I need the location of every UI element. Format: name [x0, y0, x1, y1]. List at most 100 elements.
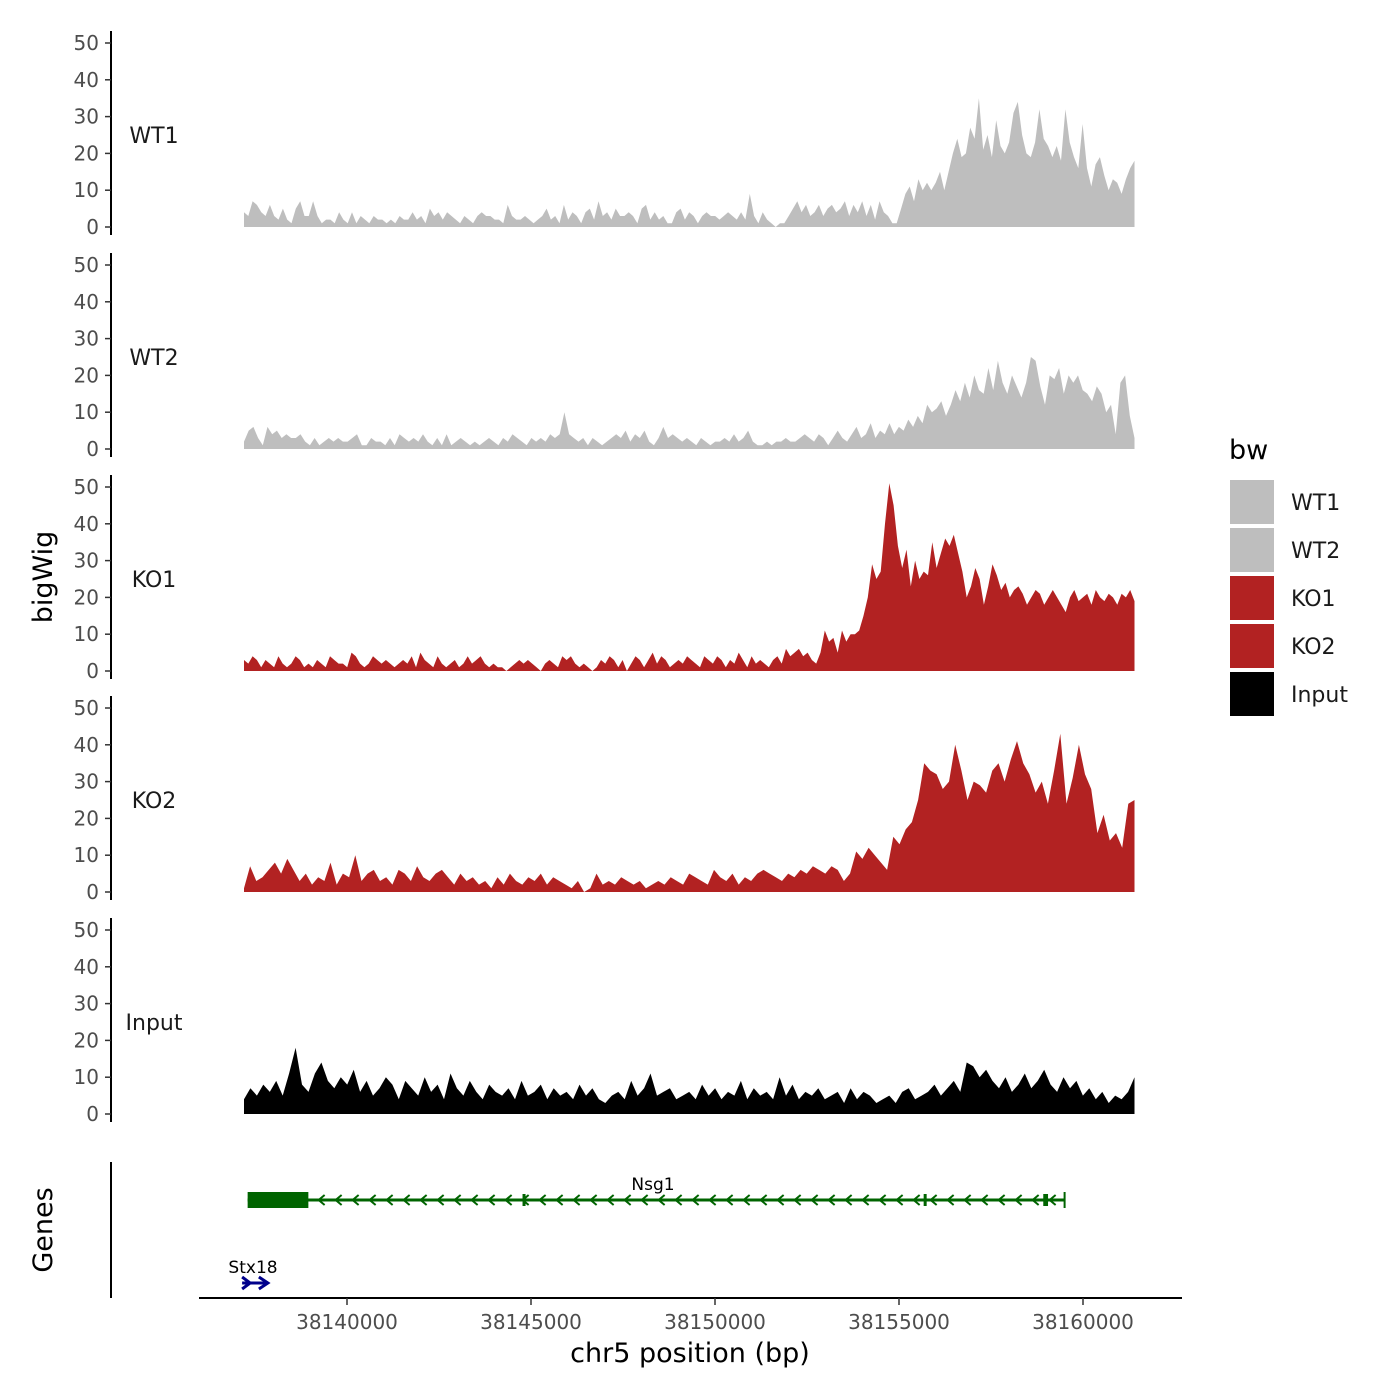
- y-tick-label: 20: [74, 363, 99, 387]
- legend-entry-input: Input: [1230, 672, 1348, 716]
- legend-entry-ko2: KO2: [1230, 624, 1336, 668]
- gene-exon: [247, 1192, 309, 1208]
- y-tick-label: 0: [86, 215, 99, 239]
- legend-entry-wt1: WT1: [1230, 480, 1340, 524]
- bigwig-tracks: 0 10 20 30 40 50 WT1 0 10 20 30 40 50 WT2 0 10 20 30 40 50 K…: [74, 31, 1135, 1126]
- y-tick-label: 30: [74, 770, 99, 794]
- y-tick-label: 10: [74, 622, 99, 646]
- strand-arrow: [674, 1194, 683, 1206]
- track-input: 0 10 20 30 40 50 Input: [74, 918, 1135, 1126]
- legend: bw WT1 WT2 KO1 KO2 Input: [1229, 435, 1348, 716]
- strand-arrow: [912, 1194, 921, 1206]
- track-label: WT1: [129, 124, 178, 149]
- y-tick-label: 0: [86, 659, 99, 683]
- y-tick-label: 50: [74, 918, 99, 942]
- x-tick-label: 38150000: [664, 1310, 766, 1334]
- y-tick-label: 40: [74, 733, 99, 757]
- legend-swatch: [1230, 672, 1274, 716]
- gene-nsg1: Nsg1: [247, 1175, 1066, 1208]
- y-tick-label: 30: [74, 327, 99, 351]
- strand-arrow: [895, 1194, 904, 1206]
- y-tick-label: 0: [86, 1102, 99, 1126]
- strand-arrow: [657, 1194, 666, 1206]
- y-tick-label: 0: [86, 880, 99, 904]
- y-tick-label: 30: [74, 105, 99, 129]
- y-tick-label: 20: [74, 141, 99, 165]
- y-tick-label: 10: [74, 843, 99, 867]
- coverage-area-wt2: [244, 357, 1135, 449]
- strand-arrow: [623, 1194, 632, 1206]
- y-tick-label: 40: [74, 512, 99, 536]
- strand-arrow: [810, 1194, 819, 1206]
- strand-arrow: [334, 1194, 343, 1206]
- gene-name-label: Nsg1: [631, 1175, 674, 1195]
- legend-title: bw: [1229, 435, 1268, 466]
- strand-arrow: [241, 1275, 253, 1291]
- strand-arrow: [606, 1194, 615, 1206]
- strand-arrow: [453, 1194, 462, 1206]
- strand-arrow: [538, 1194, 547, 1206]
- gene-exon: [923, 1194, 927, 1206]
- y-tick-label: 50: [74, 475, 99, 499]
- y-tick-label: 10: [74, 400, 99, 424]
- legend-swatch: [1230, 480, 1274, 524]
- strand-arrow: [385, 1194, 394, 1206]
- strand-arrow: [878, 1194, 887, 1206]
- genes-axis-title: Genes: [28, 1187, 59, 1272]
- track-wt1: 0 10 20 30 40 50 WT1: [74, 31, 1135, 239]
- y-tick-label: 50: [74, 31, 99, 55]
- track-ko2: 0 10 20 30 40 50 KO2: [74, 696, 1135, 904]
- strand-arrow: [946, 1194, 955, 1206]
- strand-arrow: [1031, 1194, 1040, 1206]
- strand-arrow: [963, 1194, 972, 1206]
- legend-swatch: [1230, 624, 1274, 668]
- legend-label: WT2: [1291, 539, 1340, 564]
- y-tick-label: 20: [74, 1028, 99, 1052]
- strand-arrow: [589, 1194, 598, 1206]
- strand-arrow: [368, 1194, 377, 1206]
- y-tick-label: 20: [74, 585, 99, 609]
- coverage-area-ko1: [244, 483, 1135, 671]
- gene-exon: [1043, 1194, 1049, 1206]
- track-label: Input: [126, 1011, 183, 1036]
- gene-name-label: Stx18: [228, 1258, 277, 1278]
- y-tick-label: 40: [74, 68, 99, 92]
- genes-panel: Genes Nsg1 Stx18: [28, 1162, 1066, 1298]
- coverage-area-wt1: [244, 98, 1135, 227]
- coverage-area-ko2: [244, 733, 1135, 892]
- strand-arrow: [317, 1194, 326, 1206]
- strand-arrow: [572, 1194, 581, 1206]
- legend-entry-wt2: WT2: [1230, 528, 1340, 572]
- strand-arrow: [555, 1194, 564, 1206]
- strand-arrow: [776, 1194, 785, 1206]
- strand-arrow: [258, 1275, 271, 1291]
- track-ko1: 0 10 20 30 40 50 KO1: [74, 475, 1135, 683]
- strand-arrow: [470, 1194, 479, 1206]
- strand-arrow: [827, 1194, 836, 1206]
- legend-entry-ko1: KO1: [1230, 576, 1336, 620]
- x-tick-label: 38140000: [296, 1310, 398, 1334]
- strand-arrow: [419, 1194, 428, 1206]
- legend-label: KO1: [1291, 587, 1336, 612]
- y-tick-label: 30: [74, 549, 99, 573]
- y-tick-label: 10: [74, 1065, 99, 1089]
- strand-arrow: [640, 1194, 649, 1206]
- y-tick-label: 0: [86, 437, 99, 461]
- strand-arrow: [436, 1194, 445, 1206]
- strand-arrow: [708, 1194, 717, 1206]
- legend-label: WT1: [1291, 491, 1340, 516]
- y-tick-label: 20: [74, 806, 99, 830]
- strand-arrow: [725, 1194, 734, 1206]
- strand-arrow: [980, 1194, 989, 1206]
- strand-arrow: [504, 1194, 513, 1206]
- strand-arrow: [759, 1194, 768, 1206]
- track-label: WT2: [129, 346, 178, 371]
- strand-arrow: [1048, 1194, 1057, 1206]
- strand-arrow: [402, 1194, 411, 1206]
- gene-exon: [522, 1194, 526, 1206]
- track-label: KO2: [132, 789, 177, 814]
- y-tick-label: 40: [74, 955, 99, 979]
- legend-swatch: [1230, 528, 1274, 572]
- x-axis-title: chr5 position (bp): [570, 1338, 810, 1369]
